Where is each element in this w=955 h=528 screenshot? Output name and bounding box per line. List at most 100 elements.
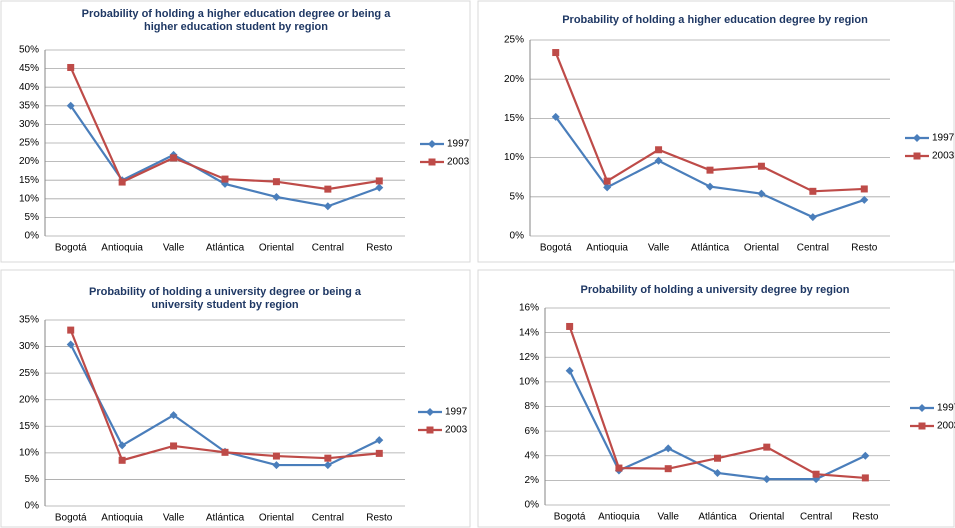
data-point [375, 449, 383, 457]
y-tick-label: 15% [19, 421, 39, 432]
y-tick-label: 25% [504, 35, 524, 46]
chart-title: higher education student by region [144, 21, 328, 33]
legend-marker [428, 158, 436, 166]
data-point [323, 202, 332, 211]
x-tick-label: Resto [366, 513, 393, 524]
x-tick-label: Bogotá [554, 512, 586, 523]
y-tick-label: 0% [25, 231, 40, 242]
x-tick-label: Resto [852, 512, 879, 523]
x-tick-label: Bogotá [55, 243, 87, 254]
y-tick-label: 4% [525, 450, 540, 461]
data-point [706, 182, 714, 191]
data-point [551, 112, 560, 121]
data-point [861, 474, 869, 482]
x-tick-label: Resto [851, 243, 878, 254]
x-tick-label: Antioquia [598, 512, 640, 523]
x-tick-label: Central [312, 243, 344, 254]
data-point [118, 178, 126, 186]
y-tick-label: 0% [510, 231, 525, 242]
chart-title: Probability of holding a university degr… [581, 284, 850, 296]
data-point [860, 195, 869, 204]
legend-label: 2003 [932, 151, 955, 162]
data-point [272, 178, 280, 186]
data-point [565, 366, 574, 375]
y-tick-label: 30% [19, 341, 39, 352]
panel-frame [0, 0, 471, 263]
data-point [603, 177, 611, 185]
y-tick-label: 6% [525, 426, 540, 437]
x-tick-label: Oriental [259, 513, 294, 524]
y-tick-label: 35% [19, 100, 39, 111]
x-tick-label: Antioquia [101, 243, 143, 254]
x-tick-label: Antioquia [101, 513, 143, 524]
legend-marker [426, 426, 434, 434]
data-point [221, 448, 229, 456]
y-tick-label: 8% [525, 401, 540, 412]
y-tick-label: 12% [519, 352, 539, 363]
data-point [664, 465, 672, 473]
legend-label: 1997 [445, 407, 468, 418]
data-point [324, 454, 332, 462]
data-point [118, 441, 127, 450]
y-tick-label: 10% [519, 377, 539, 388]
x-tick-label: Resto [366, 243, 393, 254]
data-point [654, 156, 663, 165]
data-point [808, 213, 817, 222]
data-point [861, 451, 870, 460]
legend-marker [918, 404, 926, 412]
chart-title: Probability of holding a higher educatio… [562, 14, 868, 26]
data-point [375, 177, 383, 185]
x-tick-label: Valle [163, 243, 185, 254]
data-point [812, 470, 820, 478]
data-point [66, 340, 75, 349]
legend-label: 1997 [937, 403, 955, 414]
y-tick-label: 20% [19, 156, 39, 167]
data-point [757, 162, 765, 170]
y-tick-label: 15% [19, 175, 39, 186]
data-point [615, 464, 623, 472]
x-tick-label: Atlántica [698, 512, 737, 523]
data-point [860, 185, 868, 193]
y-tick-label: 25% [19, 138, 39, 149]
data-point [66, 101, 75, 110]
data-point [375, 436, 384, 445]
x-tick-label: Valle [648, 243, 670, 254]
legend-label: 1997 [447, 139, 470, 150]
x-tick-label: Antioquia [586, 243, 628, 254]
chart-title: Probability of holding a higher educatio… [82, 8, 392, 20]
x-tick-label: Central [800, 512, 832, 523]
legend-marker [913, 134, 921, 142]
x-tick-label: Oriental [259, 243, 294, 254]
chart-title: Probability of holding a university degr… [89, 286, 362, 298]
y-tick-label: 20% [19, 394, 39, 405]
data-point [714, 454, 721, 462]
data-point [566, 322, 574, 330]
y-tick-label: 30% [19, 119, 39, 130]
legend-label: 1997 [932, 133, 955, 144]
data-point [170, 154, 178, 162]
data-point [170, 442, 178, 450]
data-point [169, 411, 178, 420]
legend-marker [426, 408, 434, 416]
legend-marker [913, 152, 921, 160]
data-point [552, 49, 560, 57]
x-tick-label: Bogotá [540, 243, 572, 254]
data-point [375, 183, 384, 192]
y-tick-label: 0% [25, 501, 40, 512]
y-tick-label: 0% [525, 500, 540, 511]
legend-marker [428, 140, 436, 148]
chart-title: university student by region [151, 299, 299, 311]
x-tick-label: Bogotá [55, 513, 87, 524]
data-point [757, 189, 766, 198]
y-tick-label: 35% [19, 315, 39, 326]
x-tick-label: Central [312, 513, 344, 524]
y-tick-label: 20% [504, 74, 524, 85]
x-tick-label: Atlántica [206, 243, 245, 254]
y-tick-label: 5% [25, 474, 40, 485]
x-tick-label: Oriental [749, 512, 784, 523]
data-point [324, 185, 332, 193]
x-tick-label: Oriental [744, 243, 779, 254]
x-tick-label: Valle [657, 512, 679, 523]
y-tick-label: 25% [19, 368, 39, 379]
